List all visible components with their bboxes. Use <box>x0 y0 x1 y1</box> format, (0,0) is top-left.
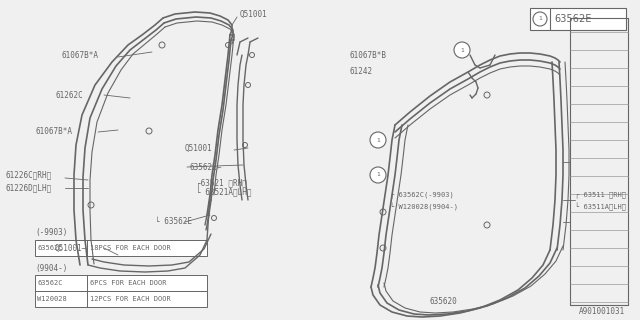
Text: 12PCS FOR EACH DOOR: 12PCS FOR EACH DOOR <box>90 296 171 302</box>
Text: 635620: 635620 <box>430 298 458 307</box>
FancyBboxPatch shape <box>35 240 207 256</box>
Text: └ 63521A〈LH〉: └ 63521A〈LH〉 <box>196 188 252 197</box>
Text: ┌ 63562C(-9903): ┌ 63562C(-9903) <box>390 192 454 198</box>
Text: └ W120028(9904-): └ W120028(9904-) <box>390 203 458 211</box>
Text: 61067B*A: 61067B*A <box>35 127 72 137</box>
FancyBboxPatch shape <box>530 8 626 30</box>
Text: A901001031: A901001031 <box>579 308 625 316</box>
Text: 61262C: 61262C <box>55 91 83 100</box>
Text: ┌ 63511 〈RH〉: ┌ 63511 〈RH〉 <box>575 192 626 198</box>
Text: Q51001: Q51001 <box>185 143 212 153</box>
Text: └ 63511A〈LH〉: └ 63511A〈LH〉 <box>575 203 626 211</box>
Text: ┌63521 〈RH〉: ┌63521 〈RH〉 <box>196 179 247 188</box>
Text: 61242: 61242 <box>350 68 373 76</box>
Text: 63562C: 63562C <box>37 245 63 251</box>
FancyBboxPatch shape <box>35 275 207 291</box>
Text: 61067B*A: 61067B*A <box>62 51 99 60</box>
Text: Q51001—: Q51001— <box>55 244 88 252</box>
Text: 61226C〈RH〉: 61226C〈RH〉 <box>5 171 51 180</box>
Circle shape <box>370 167 386 183</box>
Text: 61226D〈LH〉: 61226D〈LH〉 <box>5 183 51 193</box>
Text: 63562E: 63562E <box>554 14 591 24</box>
Text: W120028: W120028 <box>37 296 67 302</box>
Text: 61067B*B: 61067B*B <box>350 51 387 60</box>
FancyBboxPatch shape <box>35 291 207 307</box>
Text: └ 63562E: └ 63562E <box>155 218 192 227</box>
Text: 1: 1 <box>538 17 542 21</box>
Text: (9904-): (9904-) <box>35 263 67 273</box>
Circle shape <box>454 42 470 58</box>
Text: 63562C: 63562C <box>37 280 63 286</box>
Text: 1: 1 <box>376 138 380 142</box>
Text: 63562E←: 63562E← <box>190 164 222 172</box>
Text: 1: 1 <box>376 172 380 178</box>
Text: 18PCS FOR EACH DOOR: 18PCS FOR EACH DOOR <box>90 245 171 251</box>
Text: 1: 1 <box>460 47 464 52</box>
Text: (-9903): (-9903) <box>35 228 67 236</box>
Text: Q51001: Q51001 <box>240 10 268 19</box>
Text: 6PCS FOR EACH DOOR: 6PCS FOR EACH DOOR <box>90 280 166 286</box>
Circle shape <box>533 12 547 26</box>
Circle shape <box>370 132 386 148</box>
